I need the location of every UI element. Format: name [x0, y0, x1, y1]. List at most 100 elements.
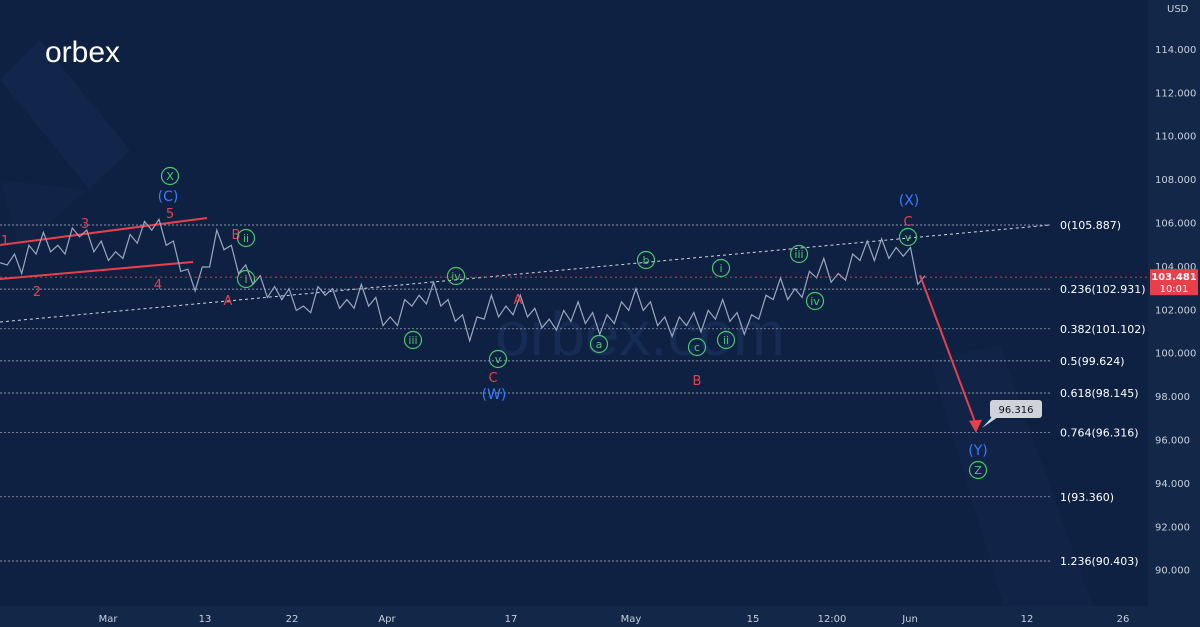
wave-label-text: (C): [158, 189, 179, 205]
price-tick-label: 110.000: [1155, 132, 1196, 143]
time-tick-label: Mar: [99, 614, 119, 625]
wave-label-text: (Y): [968, 443, 987, 459]
fibonacci-levels: 0(105.887) 0.236(102.931) 0.382(101.102) 0.…: [0, 219, 1146, 568]
wave-label-text: ii: [243, 232, 249, 245]
wave-label-red[interactable]: 5: [166, 207, 174, 222]
current-price-badge: 103.481 10:01: [1150, 269, 1198, 296]
wave-label-green[interactable]: b: [636, 250, 656, 270]
fib-level-label: 0(105.887): [1060, 219, 1121, 232]
trendlines[interactable]: [0, 217, 1051, 323]
fib-level-label: 0.5(99.624): [1060, 355, 1125, 368]
price-tick-label: 98.000: [1155, 392, 1190, 403]
wave-label-green[interactable]: c: [687, 337, 707, 357]
wave-label-text: 2: [33, 285, 41, 300]
fib-level-label: 0.236(102.931): [1060, 283, 1146, 296]
time-ticks: Mar 13 22 Apr 17 May 15 12:00 Jun 12 26: [99, 614, 1130, 625]
time-tick-label: May: [621, 614, 642, 625]
price-ticks: 114.000 112.000 110.000 108.000 106.000 104.0…: [1155, 45, 1196, 577]
price-axis-panel[interactable]: [1148, 0, 1200, 627]
wave-label-red[interactable]: C: [488, 371, 497, 386]
wave-label-green[interactable]: i: [711, 258, 731, 278]
price-tick-label: 104.000: [1155, 262, 1196, 273]
fib-level-label: 1(93.360): [1060, 491, 1114, 504]
price-tick-label: 94.000: [1155, 479, 1190, 490]
wave-label-red[interactable]: 3: [81, 217, 89, 232]
wave-label-red[interactable]: 1: [1, 234, 9, 249]
wave-label-text: C: [488, 371, 497, 386]
wave-label-green[interactable]: iv: [805, 291, 825, 311]
wave-label-red[interactable]: B: [693, 374, 702, 389]
wave-label-blue[interactable]: (W): [482, 387, 507, 403]
wave-label-red[interactable]: A: [514, 293, 523, 308]
time-tick-label: 17: [505, 614, 518, 625]
wave-label-text: (X): [899, 193, 920, 209]
price-tick-label: 114.000: [1155, 45, 1196, 56]
price-series-line[interactable]: [0, 217, 926, 343]
projection-line[interactable]: [919, 274, 977, 426]
wave-label-red[interactable]: B: [232, 228, 241, 243]
price-tick-label: 92.000: [1155, 522, 1190, 533]
time-tick-label: 22: [286, 614, 299, 625]
currency-label: USD: [1167, 4, 1189, 15]
wave-label-blue[interactable]: (X): [899, 193, 920, 209]
fib-level-label: 0.618(98.145): [1060, 387, 1139, 400]
wave-label-green[interactable]: iii: [403, 330, 423, 350]
wave-label-text: A: [224, 294, 233, 309]
dashed-trendline[interactable]: [0, 224, 1051, 323]
time-tick-label: 26: [1117, 614, 1130, 625]
wave-label-text: i: [719, 262, 722, 275]
wave-label-green[interactable]: v: [488, 349, 508, 369]
watermark: orbex.com: [495, 300, 784, 369]
wave-label-red[interactable]: 4: [154, 278, 162, 293]
wave-label-green[interactable]: iv: [446, 266, 466, 286]
price-tick-label: 106.000: [1155, 219, 1196, 230]
price-tick-label: 108.000: [1155, 175, 1196, 186]
wave-label-red[interactable]: A: [224, 294, 233, 309]
wave-label-text: B: [693, 374, 702, 389]
channel-lower-line[interactable]: [0, 261, 194, 280]
wave-label-text: B: [232, 228, 241, 243]
wave-label-red[interactable]: 2: [33, 285, 41, 300]
time-axis-panel[interactable]: [0, 606, 1148, 627]
wave-label-text: b: [643, 254, 650, 267]
wave-label-green[interactable]: i: [236, 269, 256, 289]
wave-label-text: iii: [794, 248, 803, 261]
wave-label-red[interactable]: C: [903, 215, 912, 230]
fib-level-label: 0.764(96.316): [1060, 427, 1139, 440]
wave-label-blue[interactable]: (C): [158, 189, 179, 205]
wave-label-text: 1: [1, 234, 9, 249]
brand-logo: orbex: [45, 36, 120, 69]
wave-label-text: v: [495, 353, 502, 366]
price-tick-label: 100.000: [1155, 349, 1196, 360]
wave-label-text: iv: [810, 295, 820, 308]
wave-label-text: a: [596, 338, 603, 351]
target-callout-box[interactable]: [990, 400, 1042, 418]
wave-label-text: 5: [166, 207, 174, 222]
channel-upper-line[interactable]: [0, 217, 208, 246]
wave-label-green[interactable]: X: [160, 166, 180, 186]
wave-label-text: iv: [451, 270, 461, 283]
wave-label-green[interactable]: iii: [789, 244, 809, 264]
wave-label-text: A: [514, 293, 523, 308]
wave-label-green[interactable]: a: [589, 334, 609, 354]
wave-label-blue[interactable]: (Y): [968, 443, 987, 459]
target-callout[interactable]: 96.316: [982, 400, 1042, 428]
wave-label-green[interactable]: ii: [716, 330, 736, 350]
time-tick-label: 12:00: [818, 614, 847, 625]
price-tick-label: 102.000: [1155, 305, 1196, 316]
fib-level-label: 0.382(101.102): [1060, 323, 1146, 336]
time-tick-label: Jun: [901, 614, 918, 625]
price-tick-label: 90.000: [1155, 566, 1190, 577]
wave-label-green[interactable]: v: [898, 227, 918, 247]
time-tick-label: 13: [199, 614, 212, 625]
wave-label-text: Z: [974, 464, 982, 477]
wave-label-green[interactable]: Z: [968, 460, 988, 480]
arrowhead-icon: [969, 419, 982, 433]
projection-arrow[interactable]: [919, 274, 982, 433]
wave-labels: 12345(C)XBAiiiiiiivvC(W)AabcBiiiiiiivvC(…: [1, 166, 988, 480]
wave-label-green[interactable]: ii: [236, 228, 256, 248]
target-callout-value: 96.316: [999, 405, 1034, 416]
time-tick-label: 12: [1021, 614, 1034, 625]
